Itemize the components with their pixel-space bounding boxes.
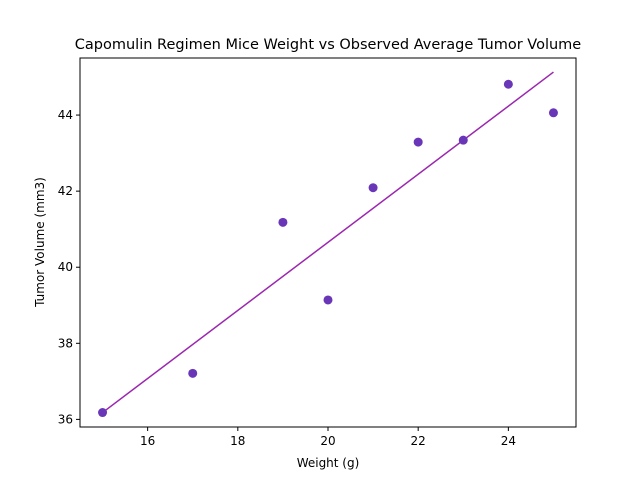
- x-axis-ticks: 16 18 20 22 24: [140, 427, 516, 448]
- y-tick-label: 42: [58, 184, 73, 198]
- scatter-point: [323, 295, 333, 305]
- x-tick-label: 24: [501, 434, 516, 448]
- scatter-point: [548, 108, 558, 118]
- y-tick-label: 40: [58, 260, 73, 274]
- x-tick-label: 16: [140, 434, 155, 448]
- x-tick-label: 20: [320, 434, 335, 448]
- chart-title: Capomulin Regimen Mice Weight vs Observe…: [75, 37, 582, 53]
- x-axis-label: Weight (g): [297, 456, 360, 470]
- scatter-point: [413, 137, 423, 147]
- regression-line: [102, 71, 554, 414]
- y-axis-label: Tumor Volume (mm3): [33, 177, 47, 308]
- scatter-point: [98, 408, 108, 418]
- scatter-point: [368, 183, 378, 193]
- y-axis-ticks: 36 38 40 42 44: [58, 108, 80, 426]
- scatter-point: [188, 368, 198, 378]
- x-tick-label: 18: [230, 434, 245, 448]
- data-layer: [98, 71, 558, 418]
- y-tick-label: 36: [58, 412, 73, 426]
- y-tick-label: 38: [58, 336, 73, 350]
- y-tick-label: 44: [58, 108, 73, 122]
- scatter-point: [503, 79, 513, 89]
- scatter-point: [458, 135, 468, 145]
- scatter-point: [278, 217, 288, 227]
- x-tick-label: 22: [411, 434, 426, 448]
